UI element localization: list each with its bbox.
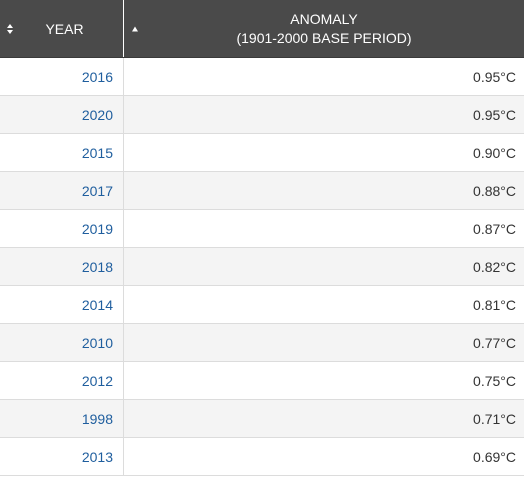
year-link[interactable]: 2015 bbox=[0, 134, 124, 171]
year-link[interactable]: 2016 bbox=[0, 58, 124, 95]
table-row: 2013 0.69°C bbox=[0, 438, 524, 476]
year-link[interactable]: 1998 bbox=[0, 400, 124, 437]
anomaly-value: 0.95°C bbox=[473, 68, 516, 85]
year-link[interactable]: 2012 bbox=[0, 362, 124, 399]
sort-both-icon bbox=[7, 23, 13, 34]
table-row: 1998 0.71°C bbox=[0, 400, 524, 438]
table-row: 2010 0.77°C bbox=[0, 324, 524, 362]
year-link[interactable]: 2020 bbox=[0, 96, 124, 133]
anomaly-value: 0.88°C bbox=[473, 182, 516, 199]
table-row: 2014 0.81°C bbox=[0, 286, 524, 324]
table-row: 2016 0.95°C bbox=[0, 58, 524, 96]
anomaly-value: 0.81°C bbox=[473, 296, 516, 313]
year-link[interactable]: 2017 bbox=[0, 172, 124, 209]
year-link[interactable]: 2019 bbox=[0, 210, 124, 247]
year-header-label: YEAR bbox=[45, 20, 84, 37]
anomaly-value: 0.75°C bbox=[473, 372, 516, 389]
table-row: 2020 0.95°C bbox=[0, 96, 524, 134]
anomaly-value: 0.90°C bbox=[473, 144, 516, 161]
table-header: YEAR ANOMALY (1901-2000 BASE PERIOD) bbox=[0, 0, 524, 58]
anomaly-column-header[interactable]: ANOMALY (1901-2000 BASE PERIOD) bbox=[124, 0, 524, 57]
year-link[interactable]: 2013 bbox=[0, 438, 124, 475]
year-link[interactable]: 2014 bbox=[0, 286, 124, 323]
anomaly-header-label: ANOMALY bbox=[290, 10, 358, 27]
table-row: 2019 0.87°C bbox=[0, 210, 524, 248]
anomaly-value: 0.77°C bbox=[473, 334, 516, 351]
sort-ascending-icon bbox=[132, 26, 138, 31]
table-row: 2015 0.90°C bbox=[0, 134, 524, 172]
anomaly-value: 0.69°C bbox=[473, 448, 516, 465]
anomaly-value: 0.82°C bbox=[473, 258, 516, 275]
table-body: 2016 0.95°C 2020 0.95°C 2015 0.90°C 2017 0.88°C… bbox=[0, 58, 524, 476]
year-link[interactable]: 2018 bbox=[0, 248, 124, 285]
anomaly-header-sublabel: (1901-2000 BASE PERIOD) bbox=[236, 29, 412, 46]
anomaly-value: 0.95°C bbox=[473, 106, 516, 123]
anomaly-value: 0.71°C bbox=[473, 410, 516, 427]
anomaly-value: 0.87°C bbox=[473, 220, 516, 237]
table-row: 2017 0.88°C bbox=[0, 172, 524, 210]
table-row: 2012 0.75°C bbox=[0, 362, 524, 400]
year-link[interactable]: 2010 bbox=[0, 324, 124, 361]
year-column-header[interactable]: YEAR bbox=[0, 0, 124, 57]
table-row: 2018 0.82°C bbox=[0, 248, 524, 286]
